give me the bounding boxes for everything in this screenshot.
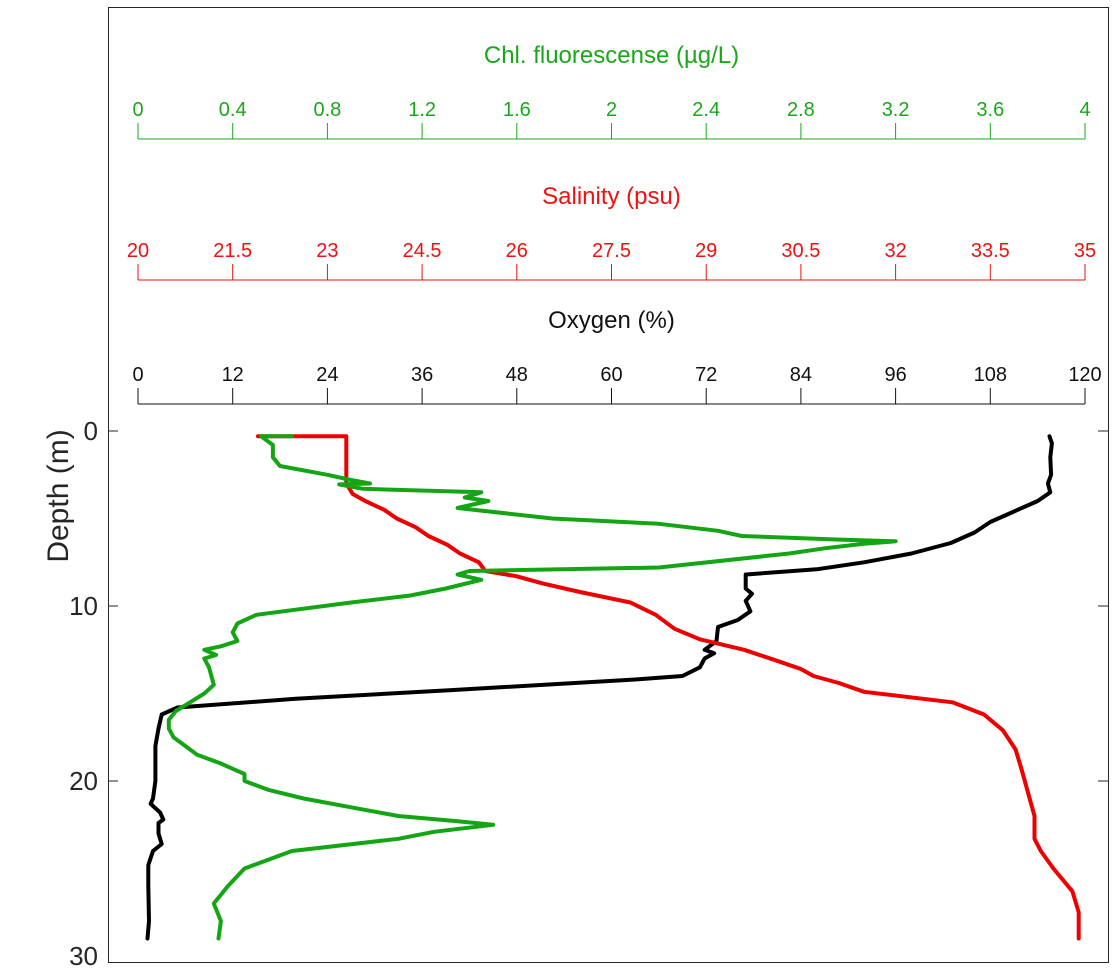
depth-tick-label: 20 [69, 766, 98, 796]
series-line-chl [166, 434, 898, 941]
plot-frame [108, 7, 1109, 963]
axis-tick-label-chl: 4 [1079, 99, 1090, 121]
axis-oxygen: 0 12 24 36 48 60 72 84 96 108 120 Oxygen (%) [132, 307, 1102, 405]
series-line-salinity [256, 434, 1081, 941]
depth-tick-label: 30 [69, 941, 98, 971]
axis-tick-label-salinity: 20 [127, 240, 149, 262]
axis-chl: 0 0.4 0.8 1.2 1.6 2 2.4 2.8 3.2 3.6 4 Chl. fluoresc… [132, 42, 1091, 140]
axis-tick-label-oxygen: 24 [316, 364, 338, 386]
x-axes: 0 0.4 0.8 1.2 1.6 2 2.4 2.8 3.2 3.6 4 Chl. fluoresc… [127, 42, 1102, 405]
axis-tick-label-oxygen: 36 [411, 364, 433, 386]
axis-tick-label-salinity: 24.5 [403, 240, 442, 262]
axis-tick-label-chl: 1.6 [503, 99, 531, 121]
axis-tick-label-chl: 0.4 [219, 99, 247, 121]
depth-tick-label: 10 [69, 591, 98, 621]
axis-tick-label-salinity: 29 [695, 240, 717, 262]
axis-tick-label-salinity: 35 [1074, 240, 1096, 262]
axis-tick-label-chl: 2.8 [787, 99, 815, 121]
axis-tick-label-salinity: 30.5 [781, 240, 820, 262]
axis-tick-label-oxygen: 72 [695, 364, 717, 386]
axis-tick-label-salinity: 33.5 [971, 240, 1010, 262]
axis-tick-label-oxygen: 108 [974, 364, 1007, 386]
axis-tick-label-salinity: 26 [506, 240, 528, 262]
axis-salinity: 20 21.5 23 24.5 26 27.5 29 30.5 32 33.5 35 Salinity… [127, 183, 1096, 281]
axis-tick-label-chl: 1.2 [408, 99, 436, 121]
axis-tick-label-chl: 2 [606, 99, 617, 121]
axis-tick-label-salinity: 27.5 [592, 240, 631, 262]
depth-axis-title: Depth (m) [42, 429, 75, 562]
axis-tick-label-salinity: 21.5 [213, 240, 252, 262]
axis-tick-label-oxygen: 60 [600, 364, 622, 386]
axis-tick-label-chl: 0 [132, 99, 143, 121]
axis-tick-label-oxygen: 0 [132, 364, 143, 386]
axis-tick-label-chl: 3.2 [882, 99, 910, 121]
axis-tick-label-oxygen: 120 [1068, 364, 1101, 386]
axis-tick-label-salinity: 23 [316, 240, 338, 262]
depth-axis: Depth (m) 0 10 20 30 [42, 416, 1108, 971]
axis-title-salinity: Salinity (psu) [542, 183, 681, 210]
axis-tick-label-oxygen: 84 [790, 364, 812, 386]
axis-tick-label-oxygen: 48 [506, 364, 528, 386]
depth-tick-label: 0 [84, 416, 98, 446]
axis-tick-label-salinity: 32 [884, 240, 906, 262]
axis-title-chl: Chl. fluorescense (µg/L) [484, 42, 739, 69]
axis-tick-label-chl: 2.4 [692, 99, 720, 121]
series-layer [145, 434, 1081, 941]
axis-tick-label-chl: 0.8 [313, 99, 341, 121]
axis-title-oxygen: Oxygen (%) [548, 307, 675, 334]
axis-tick-label-oxygen: 96 [884, 364, 906, 386]
axis-tick-label-chl: 3.6 [976, 99, 1004, 121]
axis-tick-label-oxygen: 12 [222, 364, 244, 386]
series-line-oxygen [145, 434, 1054, 941]
